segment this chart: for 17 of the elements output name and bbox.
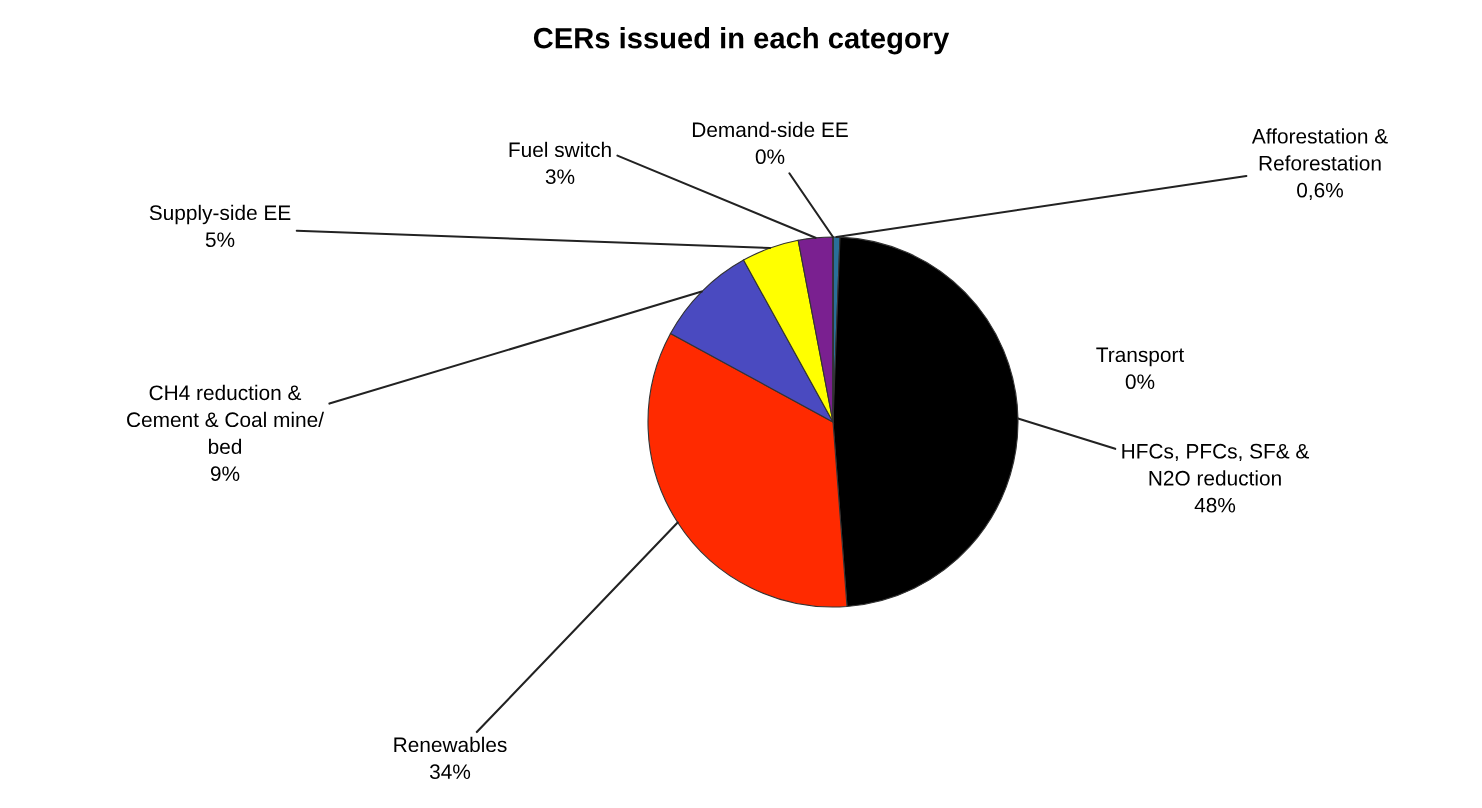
chart-title: CERs issued in each category — [533, 27, 950, 55]
slice-label: Renewables — [394, 736, 507, 753]
slice-label: CH4 reduction & Cement & Coal mine/ bed — [127, 384, 324, 455]
slice-label: Afforestation & Reforestation — [1251, 128, 1388, 171]
data-label: 34% — [429, 764, 471, 780]
slice-label: HFCs, PFCs, SF& & N2O reduction — [1122, 443, 1310, 486]
data-label: 48% — [1194, 497, 1236, 513]
data-label: 5% — [205, 232, 235, 248]
text: 0% — [1125, 374, 1155, 390]
data-label: 3% — [545, 169, 575, 185]
data-label: 0,6% — [1297, 182, 1343, 201]
data-label: 9% — [210, 466, 240, 482]
category-label: Transport — [1096, 347, 1185, 367]
slice-label: Fuel switch — [509, 141, 611, 158]
category-label: Demand-side EE — [692, 121, 848, 138]
slice-label: Supply-side EE — [149, 204, 291, 225]
text: 0% — [755, 149, 785, 165]
